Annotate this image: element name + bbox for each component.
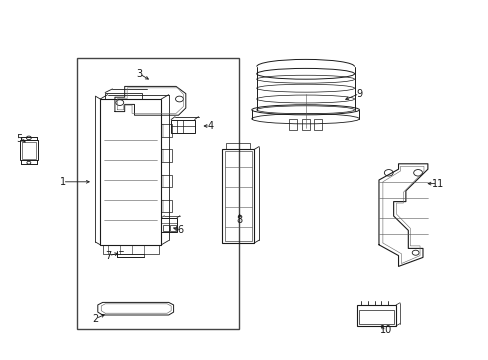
Bar [105, 93, 142, 99]
Bar [289, 119, 297, 130]
Bar [224, 151, 251, 241]
Text: 1: 1 [60, 177, 65, 187]
Bar [161, 200, 172, 212]
Text: 6: 6 [178, 225, 183, 235]
Bar [161, 149, 172, 162]
Bar [20, 140, 38, 160]
Bar [21, 142, 36, 159]
Bar [77, 58, 238, 329]
Bar [102, 245, 159, 254]
Text: 10: 10 [379, 325, 392, 336]
Bar [226, 143, 250, 149]
Text: 7: 7 [105, 251, 111, 261]
Bar [170, 225, 176, 231]
Bar [356, 305, 395, 326]
Text: 5: 5 [17, 134, 22, 144]
Bar [163, 225, 169, 231]
Text: 4: 4 [207, 121, 213, 131]
Bar [161, 124, 172, 137]
Bar [359, 310, 393, 324]
Bar [161, 175, 172, 187]
Bar [301, 119, 309, 130]
Bar [161, 218, 177, 232]
Text: 8: 8 [236, 215, 242, 225]
Bar [313, 119, 321, 130]
Text: 3: 3 [136, 69, 142, 79]
Text: 2: 2 [93, 314, 99, 324]
Bar [222, 149, 254, 243]
Bar [171, 120, 194, 133]
Text: 11: 11 [430, 179, 443, 189]
Text: 9: 9 [356, 89, 362, 99]
Bar [100, 99, 161, 245]
